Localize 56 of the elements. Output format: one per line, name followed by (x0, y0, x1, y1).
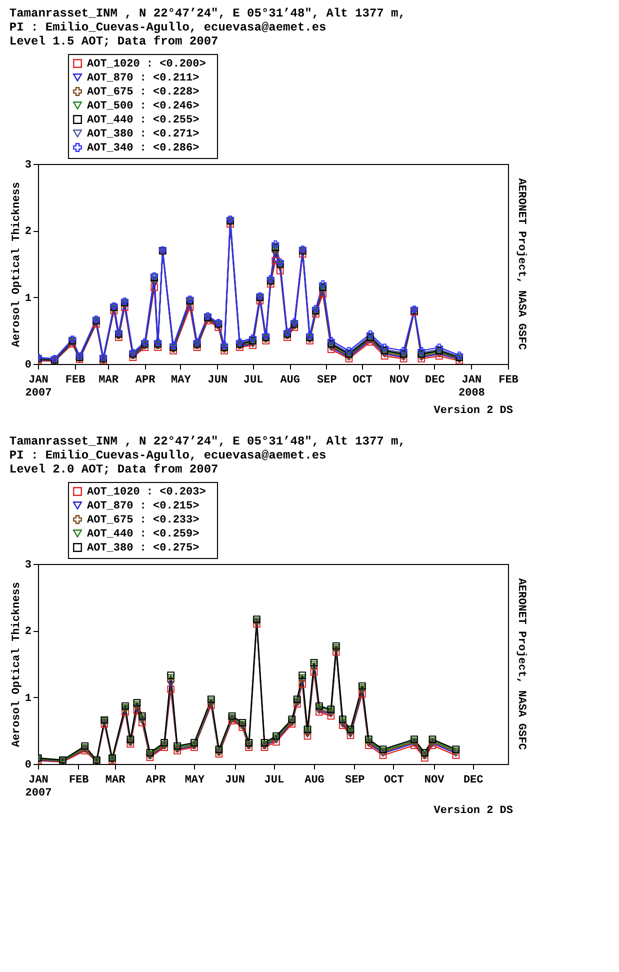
x-tick-label: SEP (317, 374, 338, 386)
y-tick-label: 1 (24, 292, 32, 305)
x-tick-label: JAN 2007 (25, 774, 52, 800)
x-tick-label: OCT (384, 774, 404, 786)
y-tick-label: 1 (24, 692, 32, 705)
x-tick-label: SEP (344, 774, 366, 786)
x-tick-label: JAN 2008 (458, 374, 486, 400)
y-tick-label: 2 (24, 626, 32, 638)
x-tick-label: JUN (225, 774, 245, 786)
legend-label: AOT_675 : <0.228> (87, 86, 200, 98)
legend-label: AOT_380 : <0.275> (87, 542, 200, 554)
legend-label: AOT_380 : <0.271> (87, 128, 200, 140)
x-tick-label: OCT (352, 374, 373, 386)
legend-label: AOT_870 : <0.211> (87, 72, 200, 84)
x-tick-label: FEB (498, 374, 519, 386)
chart-subtitle: PI : Emilio_Cuevas-Agullo, ecuevasa@aemet.es Level 1.5 AOT; Data from 2007 (9, 20, 326, 48)
y-tick-label: 0 (24, 760, 32, 772)
x-tick-label: FEB (68, 774, 90, 786)
x-tick-label: MAY (171, 374, 192, 386)
legend-label: AOT_1020 : <0.203> (87, 486, 206, 498)
x-tick-label: JUL (264, 774, 284, 786)
y-tick-label: 3 (24, 160, 32, 172)
x-tick-label: APR (135, 374, 156, 386)
x-tick-label: MAY (184, 774, 206, 786)
x-tick-label: MAR (98, 374, 119, 386)
legend-label: AOT_1020 : <0.200> (87, 58, 206, 70)
text: AERONET Project, NASA GSFC (515, 178, 527, 350)
x-tick-label: NOV (389, 374, 410, 386)
legend-label: AOT_675 : <0.233> (87, 514, 200, 526)
x-tick-label: FEB (65, 374, 86, 386)
y-tick-label: 2 (24, 226, 32, 238)
legend-label: AOT_870 : <0.215> (87, 500, 200, 512)
y-tick-label: 3 (24, 560, 32, 572)
text: Version 2 DS (434, 405, 514, 417)
x-tick-label: MAR (105, 774, 126, 786)
y-tick-label: 0 (24, 360, 32, 372)
x-tick-label: NOV (424, 774, 445, 786)
legend-label: AOT_440 : <0.259> (87, 528, 200, 540)
text: Version 2 DS (434, 805, 514, 817)
x-tick-label: DEC (463, 774, 484, 786)
x-tick-label: DEC (425, 374, 446, 386)
x-tick-label: JUN (208, 374, 228, 386)
chart-subtitle: PI : Emilio_Cuevas-Agullo, ecuevasa@aemet.es Level 2.0 AOT; Data from 2007 (9, 448, 326, 476)
y-axis-title: Aerosol Optical Thickness (10, 182, 23, 348)
chart-title: Tamanrasset_INM , N 22°47’24", E 05°31’48", Alt 1377 m, (9, 6, 406, 20)
chart-title: Tamanrasset_INM , N 22°47’24", E 05°31’48", Alt 1377 m, (9, 434, 406, 448)
x-tick-label: JAN 2007 (25, 374, 52, 400)
y-axis-title: Aerosol Optical Thickness (10, 582, 23, 748)
x-tick-label: AUG (280, 374, 300, 386)
x-tick-label: AUG (304, 774, 325, 786)
legend-label: AOT_340 : <0.286> (87, 142, 200, 154)
legend-label: AOT_500 : <0.246> (87, 100, 200, 112)
x-tick-label: JUL (243, 374, 264, 386)
text: AERONET Project, NASA GSFC (515, 578, 527, 750)
x-tick-label: APR (146, 774, 166, 786)
legend-label: AOT_440 : <0.255> (87, 114, 200, 126)
